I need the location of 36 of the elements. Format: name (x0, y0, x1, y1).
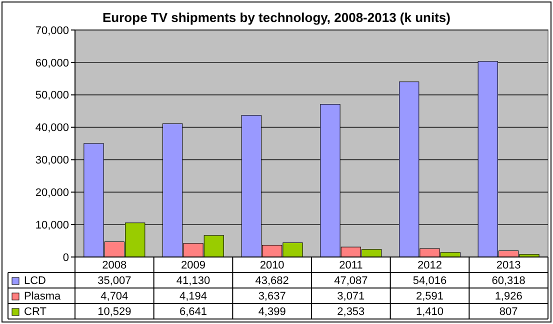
chart-title: Europe TV shipments by technology, 2008-2013 (k units) (102, 10, 450, 25)
data-label: 4,399 (258, 306, 286, 318)
data-label: 2,353 (337, 306, 365, 318)
data-label: 41,130 (176, 275, 210, 288)
data-label: 807 (499, 306, 518, 318)
data-label: 1,410 (416, 306, 444, 318)
data-label: 60,318 (492, 275, 526, 288)
data-label: 43,682 (255, 275, 289, 288)
y-tick-label: 70,000 (35, 24, 69, 37)
y-tick-label: 20,000 (35, 186, 69, 199)
data-label: 4,704 (100, 290, 128, 303)
y-tick-label: 40,000 (35, 122, 69, 134)
data-label: 6,641 (179, 306, 208, 318)
legend-label: CRT (24, 306, 47, 318)
data-label: 54,016 (412, 275, 447, 288)
y-tick-label: 0 (62, 252, 69, 264)
x-tick-label: 2012 (418, 260, 442, 272)
y-tick-label: 50,000 (35, 90, 69, 102)
data-label: 35,007 (98, 275, 132, 288)
y-tick-label: 10,000 (35, 219, 69, 232)
legend-label: Plasma (24, 290, 62, 303)
data-label: 3,071 (337, 290, 365, 303)
data-label: 47,087 (334, 275, 368, 288)
data-label: 1,926 (494, 290, 522, 303)
y-tick-label: 60,000 (35, 57, 69, 70)
legend-label: LCD (24, 275, 46, 288)
data-label: 10,529 (98, 306, 132, 318)
x-tick-label: 2010 (260, 260, 284, 272)
x-tick-label: 2009 (181, 260, 206, 272)
y-tick-label: 30,000 (35, 154, 69, 167)
x-tick-label: 2013 (496, 260, 521, 272)
x-tick-label: 2008 (102, 260, 127, 272)
data-label: 3,637 (258, 290, 286, 303)
data-label: 2,591 (416, 290, 444, 303)
x-tick-label: 2011 (339, 260, 363, 272)
data-label: 4,194 (179, 290, 208, 303)
